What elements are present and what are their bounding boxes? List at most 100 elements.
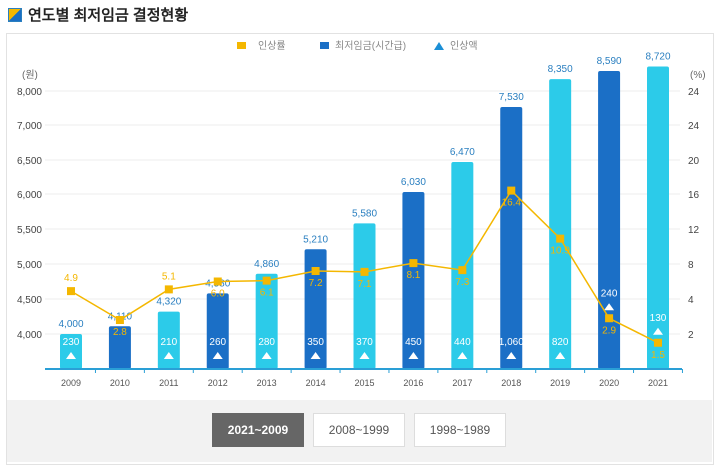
rate-point <box>115 316 124 324</box>
legend-label-rate: 인상률 <box>258 40 286 52</box>
bar-2012 <box>206 293 229 369</box>
rate-label: 8.1 <box>406 270 420 281</box>
increase-amount-label: 210 <box>160 337 177 348</box>
x-tick-label: 2010 <box>110 378 130 388</box>
period-button-2008-1999[interactable]: 2008~1999 <box>313 413 405 447</box>
increase-amount-label: 350 <box>307 337 324 348</box>
rate-label: 2.8 <box>113 327 127 338</box>
rate-label: 16.4 <box>502 198 522 209</box>
x-tick-label: 2013 <box>257 378 277 388</box>
bar-value-label: 6,470 <box>450 147 475 158</box>
triangle-icon <box>555 352 566 359</box>
rate-point <box>654 338 662 347</box>
increase-amount-label: 240 <box>601 288 618 299</box>
triangle-icon <box>261 352 272 359</box>
legend-label-increase: 인상액 <box>450 40 478 52</box>
rate-point <box>360 267 369 276</box>
triangle-icon <box>653 327 663 335</box>
triangle-icon <box>114 305 125 312</box>
x-tick-label: 2016 <box>403 378 423 388</box>
bar-value-label: 4,860 <box>254 259 279 270</box>
rate-label: 5.1 <box>162 271 176 282</box>
rate-point <box>605 314 614 323</box>
rate-point <box>311 267 320 275</box>
rate-point <box>213 277 222 286</box>
triangle-icon <box>359 352 370 359</box>
chart: 8,000 247,000 246,500 206,000 165,500 125,000… <box>17 39 706 388</box>
rate-label: 7.3 <box>455 277 469 288</box>
triangle-icon <box>457 352 468 359</box>
rate-point <box>164 285 173 294</box>
rate-point <box>507 186 516 195</box>
left-tick-label: 4,000 <box>17 330 42 341</box>
rate-label: 7.1 <box>358 279 372 290</box>
increase-amount-label: 260 <box>209 337 226 348</box>
bar-2010 <box>108 326 131 369</box>
right-axis-unit: (%) <box>690 70 706 81</box>
right-tick-label: 16 <box>688 190 700 201</box>
bar-2017 <box>451 162 474 369</box>
bar-value-label: 4,000 <box>58 319 83 330</box>
x-tick-label: 2020 <box>599 378 619 388</box>
increase-amount-label: 820 <box>552 337 569 348</box>
left-tick-label: 7,000 <box>17 121 42 132</box>
bar-2015 <box>353 223 376 369</box>
increase-amount-label: 230 <box>63 337 80 348</box>
bar-2016 <box>402 191 425 369</box>
rate-label: 2.9 <box>602 325 616 336</box>
increase-amount-label: 130 <box>650 313 667 324</box>
bar-2014 <box>304 249 327 369</box>
increase-amount-label: 280 <box>258 337 275 348</box>
bar-value-label: 4,320 <box>156 297 181 308</box>
bar-value-label: 6,030 <box>401 177 426 188</box>
period-button-1998-1989[interactable]: 1998~1989 <box>414 413 506 447</box>
right-tick-label: 24 <box>688 87 700 98</box>
right-tick-label: 4 <box>688 295 694 306</box>
triangle-icon <box>310 352 321 359</box>
rate-point <box>458 266 467 275</box>
legend-label-wage: 최저임금(시간급) <box>335 39 406 52</box>
right-tick-label: 12 <box>688 225 700 236</box>
left-axis-unit: (원) <box>22 69 38 81</box>
triangle-icon <box>506 352 517 359</box>
legend-swatch-wage <box>320 42 329 49</box>
right-tick-label: 20 <box>688 156 700 167</box>
title-icon <box>8 7 22 22</box>
bar-value-label: 8,350 <box>548 64 573 75</box>
rate-point <box>556 234 565 243</box>
period-button-2021-2009[interactable]: 2021~2009 <box>212 413 304 447</box>
increase-amount-label: 110 <box>112 290 128 301</box>
x-tick-label: 2021 <box>648 378 668 388</box>
bar-2018 <box>500 106 523 369</box>
rate-point <box>262 276 271 285</box>
left-tick-label: 6,500 <box>17 156 42 167</box>
rate-point <box>67 287 75 296</box>
left-tick-label: 4,500 <box>17 295 42 306</box>
x-tick-label: 2009 <box>61 378 81 388</box>
increase-amount-label: 450 <box>405 337 422 348</box>
left-tick-label: 8,000 <box>17 87 42 98</box>
x-tick-label: 2011 <box>159 378 178 388</box>
bar-2021 <box>647 66 669 370</box>
page-title: 연도별 최저임금 결정현황 <box>8 4 188 25</box>
bar-value-label: 5,210 <box>303 234 328 245</box>
bar-2019 <box>549 79 572 369</box>
bar-2020 <box>598 70 621 369</box>
x-tick-label: 2019 <box>550 378 570 388</box>
rate-label: 6.0 <box>211 289 225 300</box>
left-tick-label: 6,000 <box>17 190 42 201</box>
left-tick-label: 5,500 <box>17 225 42 236</box>
triangle-icon <box>604 303 615 311</box>
rate-point <box>409 259 418 268</box>
x-tick-label: 2018 <box>501 378 521 388</box>
rate-label: 4.9 <box>64 273 78 284</box>
right-tick-label: 8 <box>688 260 694 271</box>
x-tick-label: 2014 <box>306 378 326 388</box>
increase-amount-label: 370 <box>356 337 373 348</box>
bar-2009 <box>60 334 82 369</box>
x-tick-label: 2017 <box>452 378 472 388</box>
right-tick-label: 2 <box>688 330 694 341</box>
triangle-icon <box>212 352 223 359</box>
x-tick-label: 2015 <box>354 378 374 388</box>
rate-label: 10.9 <box>550 246 570 257</box>
